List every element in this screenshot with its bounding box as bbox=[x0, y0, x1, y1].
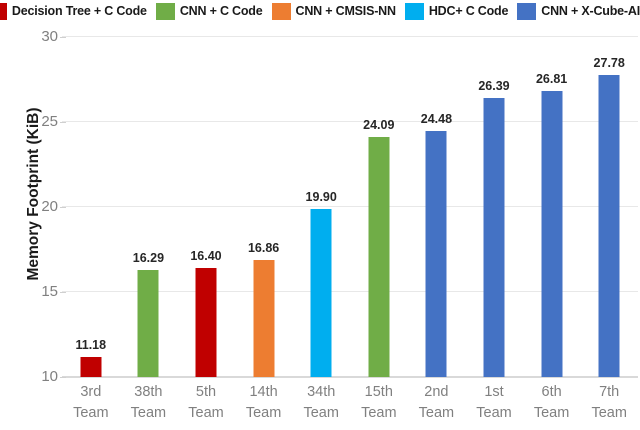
x-axis-tick-label-line: Team bbox=[418, 405, 455, 421]
bar[interactable] bbox=[310, 208, 332, 377]
y-axis-tick-mark bbox=[60, 37, 66, 38]
x-axis-tick-label: 5th Team bbox=[177, 382, 235, 424]
x-axis-tick-label-line: 15th bbox=[364, 384, 393, 400]
legend-item[interactable]: CNN + X-Cube-AI bbox=[517, 2, 640, 20]
x-axis-tick-label-line: Team bbox=[591, 405, 627, 421]
x-axis-tick-label-line: Team bbox=[245, 405, 282, 421]
x-axis-tick-label: 34th Team bbox=[292, 382, 350, 424]
x-axis-tick-label-line: 6th bbox=[541, 384, 562, 400]
bar-slot: 11.18 bbox=[62, 37, 120, 377]
bar-value-label: 27.78 bbox=[593, 55, 625, 70]
x-axis-tick-label-line: 7th bbox=[599, 384, 620, 400]
bar[interactable] bbox=[253, 260, 275, 377]
legend-item-label: CNN + C Code bbox=[179, 4, 263, 18]
x-axis-tick-label-line: Team bbox=[361, 405, 397, 421]
y-axis-tick-label: 15 bbox=[14, 284, 66, 299]
x-axis-tick-label: 3rd Team bbox=[62, 382, 120, 424]
y-axis-tick-mark bbox=[60, 292, 66, 293]
x-axis-tick-label-line: 2nd bbox=[424, 384, 449, 400]
legend-item-label: CNN + X-Cube-AI bbox=[541, 4, 640, 18]
x-axis-tick-label-line: 5th bbox=[195, 384, 217, 400]
x-axis-tick-label: 7th Team bbox=[580, 382, 638, 424]
x-axis-tick-label-line: 1st bbox=[484, 384, 504, 400]
y-axis-tick-mark bbox=[60, 122, 66, 123]
y-axis-tick-mark bbox=[60, 207, 66, 208]
x-axis-tick-label-line: Team bbox=[533, 405, 570, 421]
bar[interactable] bbox=[137, 270, 159, 377]
x-axis-tick-label-line: Team bbox=[303, 405, 339, 421]
x-axis-labels: 3rd Team 38th Team 5th Team 14th Team 34th Team 15… bbox=[62, 382, 638, 430]
bar[interactable] bbox=[598, 74, 620, 377]
bar-value-label: 26.81 bbox=[535, 72, 568, 87]
bar-slot: 26.39 bbox=[465, 37, 523, 377]
y-axis-tick-label: 30 bbox=[14, 29, 66, 44]
bar-slot: 16.40 bbox=[177, 37, 235, 377]
gridline bbox=[62, 121, 638, 122]
x-axis-tick-label-line: 3rd bbox=[80, 384, 102, 400]
bars-container: 11.18 16.29 16.40 16.86 19.90 24.09 24.48 26.39… bbox=[62, 37, 638, 377]
legend-item[interactable]: HDC+ C Code bbox=[404, 2, 509, 20]
bar-value-label: 16.29 bbox=[132, 251, 165, 266]
x-axis-tick-label: 38th Team bbox=[120, 382, 178, 424]
x-axis-tick-label: 14th Team bbox=[235, 382, 293, 424]
y-axis-tick-mark bbox=[60, 377, 66, 378]
y-axis-tick-label: 25 bbox=[14, 114, 66, 129]
legend-swatch-hdc-c-code bbox=[404, 2, 424, 20]
legend-swatch-cnn-c-code bbox=[155, 2, 175, 20]
y-axis-tick-label: 20 bbox=[14, 199, 66, 214]
x-axis-tick-label: 2nd Team bbox=[408, 382, 466, 424]
gridline bbox=[62, 36, 638, 37]
legend-item-label: Decision Tree + C Code bbox=[11, 4, 147, 18]
x-axis-tick-label-line: 34th bbox=[307, 384, 336, 400]
x-axis-tick-label-line: Team bbox=[188, 405, 224, 421]
y-axis-tick-label: 10 bbox=[14, 369, 66, 384]
bar[interactable] bbox=[80, 356, 102, 377]
bar-slot: 16.86 bbox=[235, 37, 293, 377]
bar-slot: 16.29 bbox=[120, 37, 178, 377]
legend-item[interactable]: CNN + C Code bbox=[155, 2, 263, 20]
x-axis-tick-label-line: 38th bbox=[134, 384, 163, 400]
bar-value-label: 24.48 bbox=[420, 111, 453, 126]
bar-value-label: 16.86 bbox=[247, 241, 280, 256]
bar[interactable] bbox=[541, 91, 563, 377]
bar-slot: 26.81 bbox=[523, 37, 581, 377]
legend-swatch-cnn-x-cube-ai bbox=[517, 2, 537, 20]
bar-slot: 27.78 bbox=[580, 37, 638, 377]
bar-value-label: 19.90 bbox=[305, 189, 337, 204]
bar-value-label: 16.40 bbox=[190, 249, 222, 264]
legend-swatch-decision-tree-c-code bbox=[0, 2, 7, 20]
bar-slot: 24.48 bbox=[408, 37, 466, 377]
legend-item-label: CNN + CMSIS-NN bbox=[295, 4, 397, 18]
x-axis-tick-label-line: Team bbox=[130, 405, 167, 421]
x-axis-tick-label-line: Team bbox=[73, 405, 109, 421]
gridline bbox=[62, 291, 638, 292]
bar[interactable] bbox=[195, 268, 217, 377]
x-axis-tick-label: 15th Team bbox=[350, 382, 408, 424]
x-axis-tick-label: 6th Team bbox=[523, 382, 581, 424]
x-axis-tick-label-line: Team bbox=[476, 405, 512, 421]
x-axis-tick-label-line: 14th bbox=[249, 384, 278, 400]
x-axis-line bbox=[62, 376, 638, 378]
x-axis-tick-label: 1st Team bbox=[465, 382, 523, 424]
bar-slot: 24.09 bbox=[350, 37, 408, 377]
bar[interactable] bbox=[425, 130, 447, 377]
legend-item[interactable]: CNN + CMSIS-NN bbox=[271, 2, 397, 20]
bar-value-label: 24.09 bbox=[363, 118, 395, 133]
chart-legend: Decision Tree + C Code CNN + C Code CNN + … bbox=[0, 0, 640, 22]
bar-slot: 19.90 bbox=[292, 37, 350, 377]
plot-area: 11.18 16.29 16.40 16.86 19.90 24.09 24.48 26.39… bbox=[62, 36, 638, 378]
legend-item[interactable]: Decision Tree + C Code bbox=[0, 2, 147, 20]
bar-value-label: 26.39 bbox=[478, 79, 510, 94]
legend-item-label: HDC+ C Code bbox=[428, 4, 509, 18]
gridline bbox=[62, 206, 638, 207]
bar-value-label: 11.18 bbox=[75, 337, 107, 352]
legend-swatch-cnn-cmsis-nn bbox=[271, 2, 291, 20]
bar[interactable] bbox=[483, 98, 505, 377]
bar[interactable] bbox=[368, 137, 390, 377]
